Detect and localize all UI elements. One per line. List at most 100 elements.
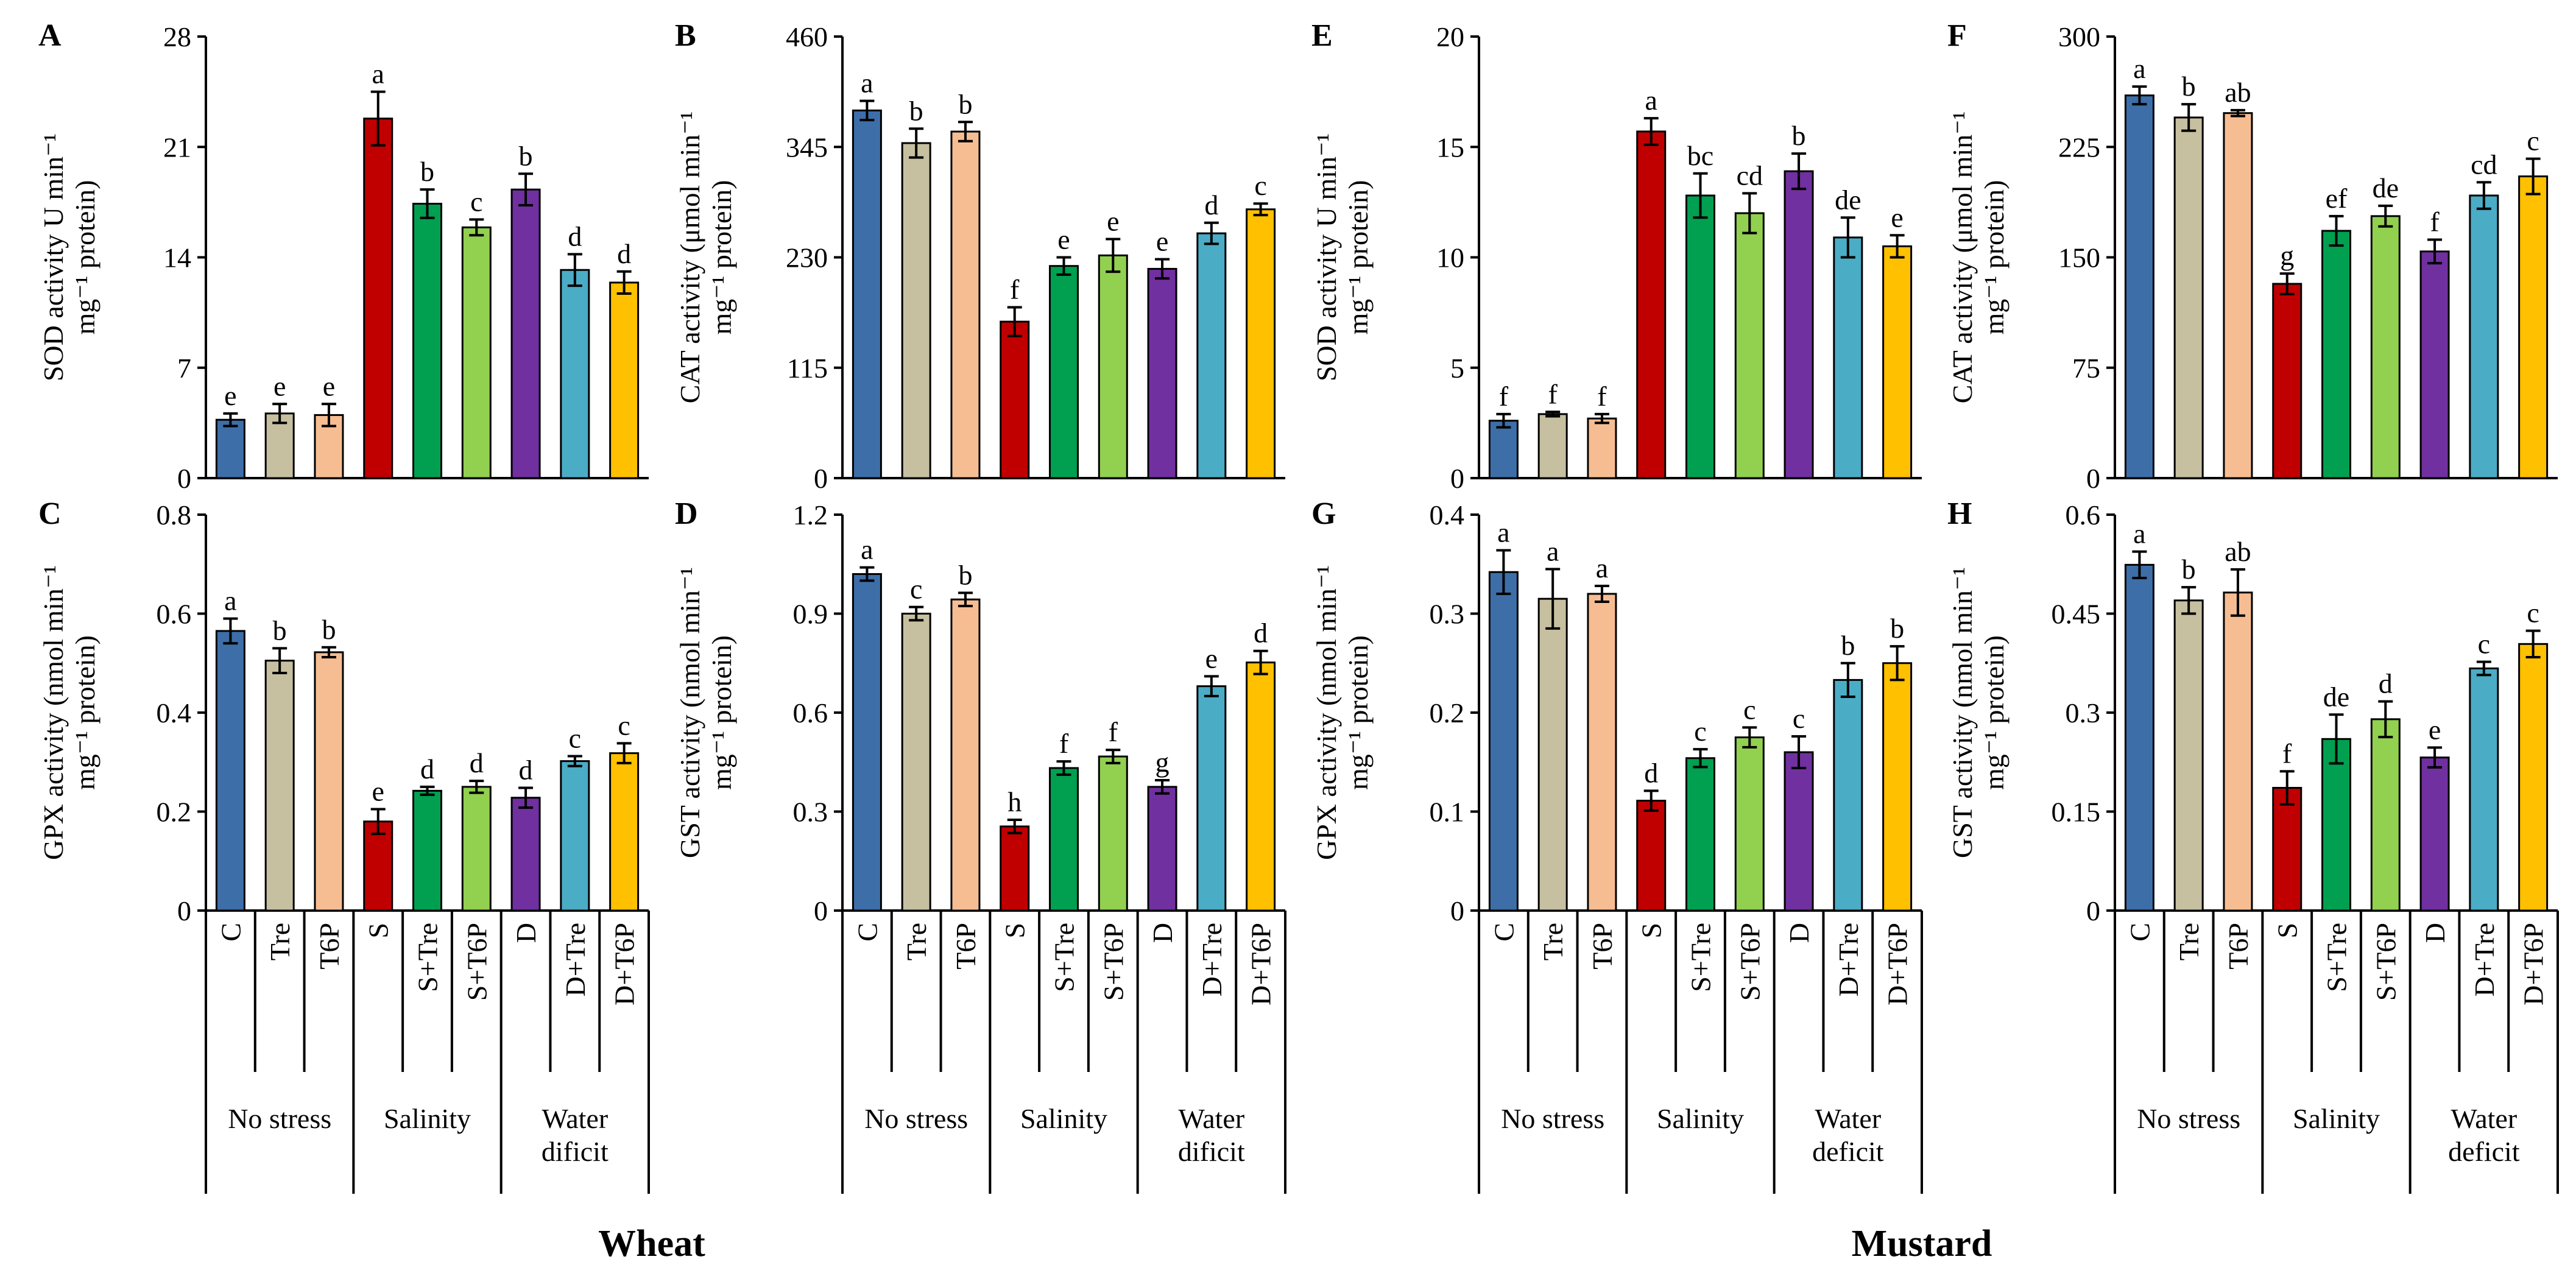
y-tick-label-b-0: 0 <box>814 463 828 494</box>
panel-label-c: C <box>38 496 62 531</box>
y-tick-label-h-2: 0.3 <box>2066 697 2101 728</box>
y-tick-label-f-1: 75 <box>2072 353 2100 384</box>
category-axis-d: C Tre T6P S S+Tre S+T6P D D+Tre D+T6P No stress Sa… <box>841 911 1286 1194</box>
y-axis-label-b-line-1: CAT activity (μmol min⁻¹ <box>674 111 705 404</box>
group-label-c-3-line-2: dificit <box>542 1136 609 1167</box>
category-label-h-7: D <box>2419 923 2451 943</box>
y-axis-label-a-line-1: SOD activity U min⁻¹ <box>38 133 69 381</box>
bar-g-1 <box>1488 571 1519 912</box>
category-label-c-2: Tre <box>264 923 295 961</box>
significance-letter-h-1: a <box>2133 518 2145 549</box>
y-axis-label-e-line-2: mg⁻¹ protein) <box>1343 180 1374 335</box>
category-label-c-7: D <box>510 923 542 943</box>
significance-letter-a-4: a <box>372 58 384 90</box>
bar-d-8 <box>1196 685 1227 912</box>
y-tick-label-e-2: 10 <box>1436 242 1464 273</box>
significance-letter-a-1: e <box>224 380 236 411</box>
group-label-d-3-line-2: dificit <box>1178 1136 1245 1167</box>
bar-f-6 <box>2370 215 2401 479</box>
panel-label-f: F <box>1947 18 1967 53</box>
y-tick-label-g-3: 0.3 <box>1430 599 1465 630</box>
significance-letter-g-3: a <box>1596 552 1608 583</box>
significance-letter-e-2: f <box>1548 378 1558 409</box>
category-label-d-7: D <box>1147 923 1178 943</box>
significance-letter-h-6: d <box>2379 668 2393 699</box>
y-tick-label-a-3: 21 <box>163 132 191 163</box>
bar-h-7 <box>2419 756 2450 912</box>
significance-letter-b-2: b <box>909 95 923 126</box>
y-axis-label-d-line-2: mg⁻¹ protein) <box>706 635 737 790</box>
bar-a-5 <box>412 202 442 479</box>
bar-h-4 <box>2272 787 2303 912</box>
panel-c: C GPX activity (nmol min⁻¹ mg⁻¹ protein) 0 0… <box>38 496 649 926</box>
y-tick-label-g-1: 0.1 <box>1430 797 1465 828</box>
bar-h-8 <box>2469 667 2499 912</box>
significance-letter-h-8: c <box>2478 629 2490 660</box>
group-label-g-3-line-1: Water <box>1815 1103 1881 1134</box>
y-tick-label-e-4: 20 <box>1436 21 1464 52</box>
category-label-g-9: D+T6P <box>1882 923 1913 1006</box>
bar-e-6 <box>1734 212 1765 479</box>
group-label-d-3-line-1: Water <box>1178 1103 1244 1134</box>
y-axis-label-h-line-2: mg⁻¹ protein) <box>1978 635 2010 790</box>
significance-letter-h-7: e <box>2429 714 2441 745</box>
category-label-d-9: D+T6P <box>1246 923 1277 1006</box>
bar-e-8 <box>1833 236 1863 479</box>
category-label-c-6: S+T6P <box>461 923 492 1001</box>
category-label-c-1: C <box>215 923 246 942</box>
y-axis-label-c-line-2: mg⁻¹ protein) <box>69 635 101 790</box>
bar-f-5 <box>2321 230 2351 479</box>
y-tick-label-g-4: 0.4 <box>1430 499 1465 530</box>
category-label-g-5: S+Tre <box>1685 923 1717 992</box>
category-label-h-9: D+T6P <box>2518 923 2549 1006</box>
bar-g-3 <box>1587 593 1617 912</box>
y-tick-label-a-0: 0 <box>177 463 191 494</box>
category-label-g-3: T6P <box>1587 923 1618 970</box>
y-tick-label-h-4: 0.6 <box>2066 499 2101 530</box>
bar-b-5 <box>1049 265 1079 479</box>
significance-letter-c-8: c <box>569 723 581 754</box>
significance-letter-e-4: a <box>1645 85 1657 116</box>
y-tick-label-e-3: 15 <box>1436 132 1464 163</box>
bar-c-9 <box>609 752 640 912</box>
y-tick-label-f-4: 300 <box>2058 21 2100 52</box>
category-label-g-2: Tre <box>1537 923 1569 961</box>
bar-d-6 <box>1098 755 1128 912</box>
bar-g-6 <box>1734 736 1765 912</box>
significance-letter-f-9: c <box>2527 125 2539 157</box>
group-label-c-3-line-1: Water <box>542 1103 608 1134</box>
bar-g-2 <box>1537 597 1568 912</box>
y-tick-label-d-0: 0 <box>814 895 828 926</box>
significance-letter-a-3: e <box>323 370 335 401</box>
bar-e-4 <box>1636 130 1667 479</box>
bar-h-2 <box>2173 599 2204 912</box>
significance-letter-h-9: c <box>2527 597 2539 629</box>
category-label-h-8: D+Tre <box>2469 923 2500 996</box>
panel-e: E SOD activity U min⁻¹ mg⁻¹ protein) 0 5 10 15… <box>1311 18 1922 494</box>
bar-a-1 <box>215 418 245 479</box>
y-tick-label-g-0: 0 <box>1450 895 1464 926</box>
bar-d-4 <box>1000 825 1030 912</box>
bar-h-5 <box>2321 738 2351 912</box>
bar-e-9 <box>1882 245 1913 479</box>
y-axis-label-b-line-2: mg⁻¹ protein) <box>706 180 737 335</box>
bar-h-1 <box>2124 563 2154 912</box>
significance-letter-d-2: c <box>910 574 922 605</box>
category-label-g-1: C <box>1488 923 1519 942</box>
group-label-d-1-line-1: No stress <box>864 1103 968 1134</box>
y-tick-label-f-3: 225 <box>2058 132 2100 163</box>
category-label-h-1: C <box>2124 923 2155 942</box>
panel-g: G GPX activity (nmol min⁻¹ mg⁻¹ protein) 0 0… <box>1311 496 1922 926</box>
category-axis-h: C Tre T6P S S+Tre S+T6P D D+Tre D+T6P No stress Sa… <box>2114 911 2559 1194</box>
species-label-mustard: Mustard <box>1852 1223 1992 1264</box>
y-tick-label-d-4: 1.2 <box>793 499 828 530</box>
category-label-h-5: S+Tre <box>2321 923 2352 992</box>
bar-g-9 <box>1882 662 1913 912</box>
bar-h-6 <box>2370 718 2401 912</box>
y-tick-label-c-2: 0.4 <box>157 697 192 728</box>
y-axis-label-f-line-2: mg⁻¹ protein) <box>1978 180 2010 335</box>
y-axis-label-e-line-1: SOD activity U min⁻¹ <box>1311 133 1342 381</box>
significance-letter-h-2: b <box>2182 554 2196 585</box>
y-tick-label-f-0: 0 <box>2086 463 2100 494</box>
